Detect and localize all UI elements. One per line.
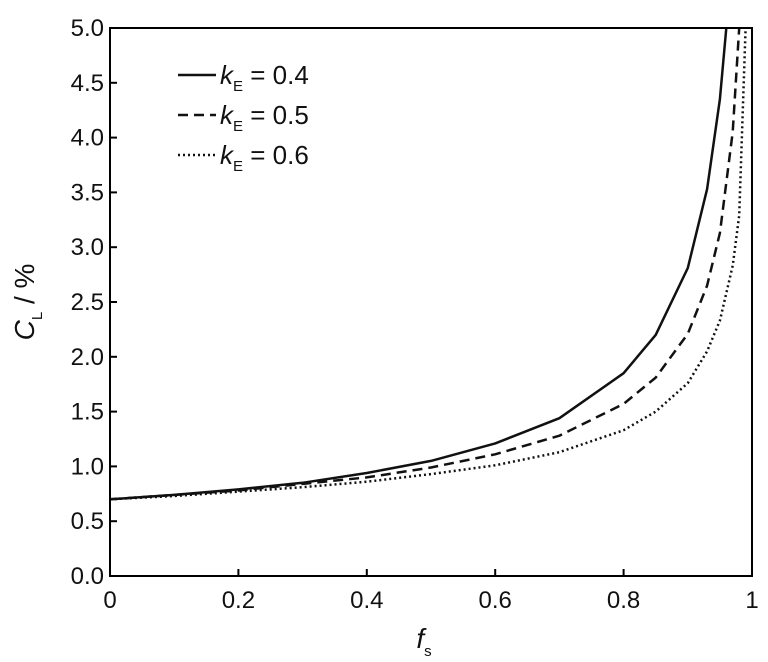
x-axis-ticks: 0 0.2 0.4 0.6 0.8 1 (103, 569, 759, 614)
series-line-1 (109, 27, 728, 501)
y-tick-label: 3.5 (71, 179, 104, 206)
legend: kE = 0.4kE = 0.5kE = 0.6 (178, 60, 309, 175)
y-tick-label: 4.0 (71, 125, 104, 152)
legend-label-1: kE = 0.4 (220, 60, 309, 95)
y-axis-label-unit: / % (9, 264, 40, 312)
legend-subscript: E (233, 158, 243, 175)
y-axis-label: CL / % (9, 264, 46, 341)
legend-symbol: k (220, 140, 235, 170)
x-axis-label-symbol: f (416, 623, 427, 654)
legend-value: = 0.4 (243, 60, 309, 90)
legend-subscript: E (233, 78, 243, 95)
legend-subscript: E (233, 118, 243, 135)
x-axis-label: fs (416, 623, 431, 660)
y-tick-label: 0.5 (71, 508, 104, 535)
y-tick-label: 3.0 (71, 234, 104, 261)
x-tick-label: 0.6 (479, 587, 512, 614)
y-tick-label: 0.0 (71, 563, 104, 590)
y-tick-label: 2.0 (71, 344, 104, 371)
x-tick-label: 0.8 (607, 587, 640, 614)
x-tick-label: 0.4 (350, 587, 383, 614)
legend-label-2: kE = 0.5 (220, 100, 309, 135)
y-axis-ticks: 0.0 0.5 1.0 1.5 2.0 2.5 3.0 3.5 4.0 4.5 5.0 (71, 15, 117, 590)
y-axis-label-subscript: L (29, 312, 46, 320)
series-line-3 (109, 27, 747, 501)
x-tick-label: 0 (103, 587, 116, 614)
y-tick-label: 5.0 (71, 15, 104, 42)
legend-symbol: k (220, 60, 235, 90)
legend-label-3: kE = 0.6 (220, 140, 309, 175)
y-tick-label: 1.5 (71, 399, 104, 426)
y-tick-label: 4.5 (71, 70, 104, 97)
series-line-2 (109, 27, 741, 501)
x-tick-label: 0.2 (222, 587, 255, 614)
y-tick-label: 1.0 (71, 453, 104, 480)
y-tick-label: 2.5 (71, 289, 104, 316)
y-axis-label-symbol: C (9, 319, 40, 340)
x-axis-label-subscript: s (424, 643, 432, 660)
legend-value: = 0.6 (243, 140, 309, 170)
legend-value: = 0.5 (243, 100, 309, 130)
legend-symbol: k (220, 100, 235, 130)
x-tick-label: 1 (745, 587, 758, 614)
plot-lines (109, 27, 747, 501)
